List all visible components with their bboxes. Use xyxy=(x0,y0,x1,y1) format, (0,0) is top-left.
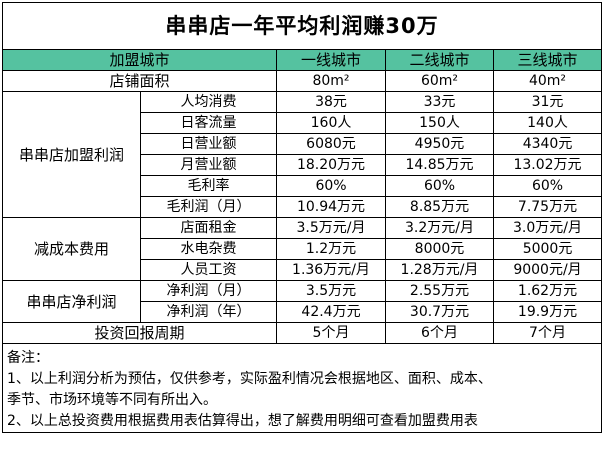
store-area-tier1: 80m² xyxy=(276,70,386,92)
table-row: 串串店加盟利润 人均消费 38元 33元 31元 xyxy=(2,91,603,218)
row-label: 净利润（年） xyxy=(140,301,277,323)
cell-tier2: 8.85万元 xyxy=(385,196,494,218)
cell-tier3: 4340元 xyxy=(492,133,603,155)
cell-tier2: 2.55万元 xyxy=(385,280,494,302)
note-line-1: 1、以上利润分析为预估，仅供参考，实际盈利情况会根据地区、面积、成本、 xyxy=(7,371,492,387)
profit-table: 串串店一年平均利润赚30万 加盟城市 一线城市 二线城市 三线城市 店铺面积 8… xyxy=(1,2,603,433)
table-row: 减成本费用 店面租金 3.5万元/月 3.2万元/月 3.0万元/月 xyxy=(2,217,603,281)
row-label: 水电杂费 xyxy=(140,238,277,260)
payback-tier1: 5个月 xyxy=(276,322,386,344)
cell-tier3: 3.0万元/月 xyxy=(492,217,603,239)
group-label-net-profit: 串串店净利润 xyxy=(2,280,141,323)
cell-tier3: 5000元 xyxy=(492,238,603,260)
store-area-tier2: 60m² xyxy=(385,70,494,92)
table-row: 月营业额 18.20万元 14.85万元 13.02万元 xyxy=(3,154,603,176)
cell-tier2: 33元 xyxy=(385,91,494,113)
row-label: 人均消费 xyxy=(140,91,277,113)
cell-tier1: 1.2万元 xyxy=(276,238,386,260)
cell-tier1: 42.4万元 xyxy=(276,301,386,323)
payback-row: 投资回报周期 5个月 6个月 7个月 xyxy=(2,322,603,344)
payback-tier3: 7个月 xyxy=(492,322,603,344)
cell-tier2: 14.85万元 xyxy=(385,154,494,176)
note-line-3: 2、以上总投资费用根据费用表估算得出，想了解费用明细可查看加盟费用表 xyxy=(7,413,478,429)
cell-tier2: 3.2万元/月 xyxy=(385,217,494,239)
payback-tier2: 6个月 xyxy=(385,322,494,344)
cell-tier2: 8000元 xyxy=(385,238,494,260)
cell-tier3: 13.02万元 xyxy=(492,154,603,176)
row-label: 净利润（月） xyxy=(140,280,277,302)
table-row: 毛利率 60% 60% 60% xyxy=(3,175,603,197)
cell-tier3: 60% xyxy=(492,175,603,197)
cell-tier1: 38元 xyxy=(276,91,386,113)
note-line-2: 季节、市场环境等不同有所出入。 xyxy=(7,392,217,408)
header-tier2: 二线城市 xyxy=(385,49,494,71)
cell-tier2: 60% xyxy=(385,175,494,197)
header-city: 加盟城市 xyxy=(2,49,277,71)
store-area-tier3: 40m² xyxy=(492,70,603,92)
cell-tier3: 7.75万元 xyxy=(492,196,603,218)
row-label: 月营业额 xyxy=(140,154,277,176)
cell-tier1: 10.94万元 xyxy=(276,196,386,218)
store-area-row: 店铺面积 80m² 60m² 40m² xyxy=(2,70,603,92)
cell-tier1: 3.5万元 xyxy=(276,280,386,302)
row-label: 毛利润（月） xyxy=(140,196,277,218)
cell-tier1: 18.20万元 xyxy=(276,154,386,176)
cell-tier1: 160人 xyxy=(276,112,386,134)
table-row: 串串店净利润 净利润（月） 3.5万元 2.55万元 1.62万元 xyxy=(2,280,603,323)
cell-tier3: 140人 xyxy=(492,112,603,134)
cell-tier2: 4950元 xyxy=(385,133,494,155)
group-label-franchise-profit: 串串店加盟利润 xyxy=(2,91,141,218)
table-row: 人员工资 1.36万元/月 1.28万元/月 9000元/月 xyxy=(3,259,603,281)
cell-tier1: 6080元 xyxy=(276,133,386,155)
payback-label: 投资回报周期 xyxy=(2,322,277,344)
group-label-cost-deductions: 减成本费用 xyxy=(2,217,141,281)
cell-tier2: 1.28万元/月 xyxy=(385,259,494,281)
header-tier3: 三线城市 xyxy=(492,49,603,71)
notes-heading: 备注： xyxy=(7,350,49,366)
cell-tier3: 31元 xyxy=(492,91,603,113)
header-row: 加盟城市 一线城市 二线城市 三线城市 xyxy=(2,49,603,71)
table-row: 毛利润（月） 10.94万元 8.85万元 7.75万元 xyxy=(3,196,603,218)
row-label: 毛利率 xyxy=(140,175,277,197)
row-label: 日客流量 xyxy=(140,112,277,134)
cell-tier2: 30.7万元 xyxy=(385,301,494,323)
cell-tier3: 19.9万元 xyxy=(492,301,603,323)
cell-tier3: 1.62万元 xyxy=(492,280,603,302)
row-label: 人员工资 xyxy=(140,259,277,281)
store-area-label: 店铺面积 xyxy=(2,70,277,92)
table-title: 串串店一年平均利润赚30万 xyxy=(1,2,603,50)
cell-tier1: 60% xyxy=(276,175,386,197)
cell-tier1: 3.5万元/月 xyxy=(276,217,386,239)
row-label: 日营业额 xyxy=(140,133,277,155)
row-label: 店面租金 xyxy=(140,217,277,239)
cell-tier1: 1.36万元/月 xyxy=(276,259,386,281)
cell-tier2: 150人 xyxy=(385,112,494,134)
header-tier1: 一线城市 xyxy=(276,49,386,71)
notes-row: 备注： 1、以上利润分析为预估，仅供参考，实际盈利情况会根据地区、面积、成本、 … xyxy=(1,343,603,433)
notes-cell: 备注： 1、以上利润分析为预估，仅供参考，实际盈利情况会根据地区、面积、成本、 … xyxy=(1,343,603,433)
table-row: 水电杂费 1.2万元 8000元 5000元 xyxy=(3,238,603,260)
cell-tier3: 9000元/月 xyxy=(492,259,603,281)
